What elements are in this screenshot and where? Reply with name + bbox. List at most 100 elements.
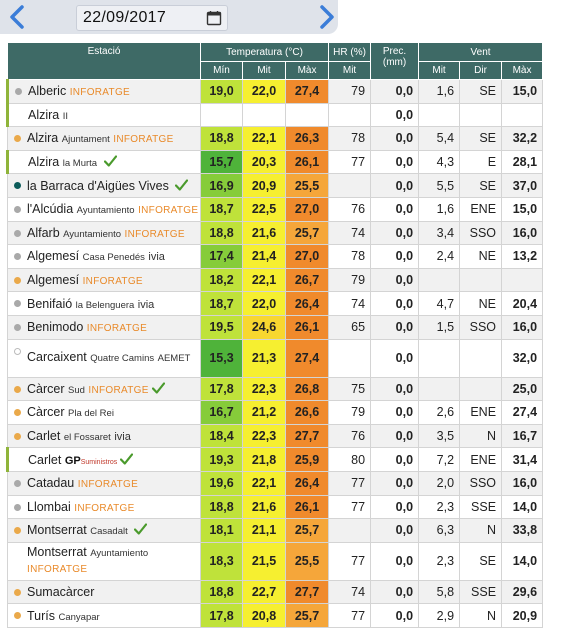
station-cell[interactable]: Benifaió la Belenguera ivia xyxy=(7,291,201,316)
table-row[interactable]: Turís Canyapar 17,8 20,8 25,7 77 0,0 2,9 N 20,9 xyxy=(7,603,544,628)
table-row[interactable]: Carlet el Fossaret ivia 18,4 22,3 27,7 76 0,0… xyxy=(7,423,544,449)
station-cell[interactable]: Alberic INFORATGE xyxy=(6,79,201,104)
header-wind-dir[interactable]: Dir xyxy=(459,61,503,80)
table-row[interactable]: la Barraca d'Aigües Vives 16,9 20,9 25,5 0,… xyxy=(7,173,544,198)
station-name[interactable]: Benimodo xyxy=(27,320,84,335)
station-cell[interactable]: Montserrat Casadalt xyxy=(7,518,201,543)
wind-dir-cell: ENE xyxy=(459,447,503,472)
station-cell[interactable]: Turís Canyapar xyxy=(7,603,201,628)
station-name[interactable]: Algemesí xyxy=(27,273,80,288)
temp-max-cell: 27,4 xyxy=(284,79,330,104)
table-row[interactable]: Montserrat Ayuntamiento INFORATGE 18,3 21,… xyxy=(7,541,544,581)
station-name[interactable]: Benifaió xyxy=(27,296,73,311)
date-input[interactable]: 22/09/2017 xyxy=(76,5,228,31)
station-cell[interactable]: Carcaixent Quatre Camins AEMET xyxy=(7,338,201,378)
header-hr-mid[interactable]: Mit xyxy=(328,61,372,80)
station-cell[interactable]: Llombai INFORATGE xyxy=(7,494,201,520)
table-row[interactable]: Sumacàrcer 18,8 22,7 27,7 74 0,0 5,8 SSE 29,6 xyxy=(7,579,544,605)
station-cell[interactable]: Alfarb Ayuntamiento INFORATGE xyxy=(7,220,201,246)
station-cell[interactable]: la Barraca d'Aigües Vives xyxy=(7,173,201,198)
temp-min-cell: 18,8 xyxy=(200,494,243,520)
table-row[interactable]: Càrcer Pla del Rei 16,7 21,2 26,6 79 0,0 2,6 E… xyxy=(7,400,544,425)
station-status-dot xyxy=(14,385,21,393)
table-row[interactable]: Alberic INFORATGE 19,0 22,0 27,4 79 0,0 1,6 SE 1… xyxy=(6,79,544,104)
station-name[interactable]: Carlet xyxy=(27,429,61,444)
header-station[interactable]: Estació xyxy=(7,42,201,80)
table-row[interactable]: Algemesí INFORATGE 18,2 22,1 26,7 79 0,0 xyxy=(7,267,544,293)
station-name[interactable]: Càrcer xyxy=(27,381,65,396)
station-name[interactable]: Turís xyxy=(27,608,56,623)
table-row[interactable]: Benimodo INFORATGE 19,5 24,6 26,1 65 0,0 1,5 SS… xyxy=(7,314,544,340)
wind-mid-cell: 2,3 xyxy=(418,541,461,581)
next-day-button[interactable] xyxy=(312,2,342,32)
header-wind-max[interactable]: Màx xyxy=(501,61,544,80)
station-name[interactable]: Alzira xyxy=(28,155,60,170)
station-cell[interactable]: l'Alcúdia Ayuntamiento INFORATGE xyxy=(7,196,201,222)
station-name[interactable]: Alfarb xyxy=(27,225,60,240)
table-row[interactable]: Benifaió la Belenguera ivia 18,7 22,0 26,4 7… xyxy=(7,291,544,316)
temp-max-cell: 26,4 xyxy=(284,470,330,496)
station-name[interactable]: Llombai xyxy=(27,499,71,514)
station-name[interactable]: Carlet xyxy=(28,452,62,467)
station-name[interactable]: Montserrat xyxy=(27,523,87,538)
wind-max-cell: 28,1 xyxy=(501,149,544,175)
station-name[interactable]: Alzira xyxy=(28,107,60,122)
station-cell[interactable]: Càrcer Pla del Rei xyxy=(7,400,201,425)
header-temp-max[interactable]: Màx xyxy=(284,61,330,80)
station-name[interactable]: Alberic xyxy=(28,84,67,99)
humidity-cell: 77 xyxy=(328,541,372,581)
station-cell[interactable]: Carlet GPSuministros xyxy=(6,447,201,472)
station-status-dot xyxy=(14,253,21,261)
temp-mid-cell: 22,7 xyxy=(242,579,286,605)
station-cell[interactable]: Sumacàrcer xyxy=(7,579,201,605)
table-row[interactable]: Llombai INFORATGE 18,8 21,6 26,1 77 0,0 2,3 SSE… xyxy=(7,494,544,520)
network-logo: INFORATGE xyxy=(27,564,88,576)
table-row[interactable]: l'Alcúdia Ayuntamiento INFORATGE 18,7 22,5… xyxy=(7,196,544,222)
station-name[interactable]: Catadau xyxy=(27,476,75,491)
calendar-icon[interactable] xyxy=(206,10,222,26)
station-cell[interactable]: Algemesí Casa Penedés ivia xyxy=(7,244,201,269)
station-status-dot xyxy=(14,612,21,620)
table-row[interactable]: Montserrat Casadalt 18,1 21,1 25,7 0,0 6,3 N 3… xyxy=(7,518,544,543)
header-wind-mid[interactable]: Mit xyxy=(418,61,461,80)
wind-mid-cell: 5,8 xyxy=(418,579,461,605)
station-cell[interactable]: Benimodo INFORATGE xyxy=(7,314,201,340)
station-cell[interactable]: Montserrat Ayuntamiento INFORATGE xyxy=(7,541,201,581)
temp-max-cell: 25,5 xyxy=(284,541,330,581)
station-name[interactable]: la Barraca d'Aigües Vives xyxy=(27,178,169,193)
wind-max-cell: 14,0 xyxy=(501,541,544,581)
table-row[interactable]: Càrcer Sud INFORATGE 17,8 22,3 26,8 75 0,0 25,… xyxy=(7,376,544,402)
station-cell[interactable]: Carlet el Fossaret ivia xyxy=(7,423,201,449)
wind-mid-cell xyxy=(418,267,461,293)
station-cell[interactable]: Algemesí INFORATGE xyxy=(7,267,201,293)
station-name[interactable]: Montserrat xyxy=(27,545,87,560)
station-cell[interactable]: Alzira II xyxy=(6,102,201,128)
table-row[interactable]: Carlet GPSuministros 19,3 21,8 25,9 80 0,0 7,2… xyxy=(6,447,544,472)
station-cell[interactable]: Catadau INFORATGE xyxy=(7,470,201,496)
precipitation-cell: 0,0 xyxy=(370,220,420,246)
previous-day-button[interactable] xyxy=(2,2,32,32)
wind-dir-cell: SSE xyxy=(459,494,503,520)
table-row[interactable]: Alzira la Murta 15,7 20,3 26,1 77 0,0 4,3 E 28,… xyxy=(6,149,544,175)
table-row[interactable]: Catadau INFORATGE 19,6 22,1 26,4 77 0,0 2,0 SSO… xyxy=(7,470,544,496)
table-row[interactable]: Alfarb Ayuntamiento INFORATGE 18,8 21,6 25,… xyxy=(7,220,544,246)
header-temp-min[interactable]: Mín xyxy=(200,61,243,80)
station-name[interactable]: Carcaixent xyxy=(27,350,87,365)
table-row[interactable]: Algemesí Casa Penedés ivia 17,4 21,4 27,0 78… xyxy=(7,244,544,269)
temp-min-cell: 18,4 xyxy=(200,423,243,449)
station-name[interactable]: Càrcer xyxy=(27,405,65,420)
station-name[interactable]: Sumacàrcer xyxy=(27,584,95,599)
table-row[interactable]: Carcaixent Quatre Camins AEMET 15,3 21,3 27… xyxy=(7,338,544,378)
station-cell[interactable]: Càrcer Sud INFORATGE xyxy=(7,376,201,402)
wind-max-cell: 16,7 xyxy=(501,423,544,449)
humidity-cell xyxy=(328,338,372,378)
temp-max-cell: 26,4 xyxy=(284,291,330,316)
station-name[interactable]: Algemesí xyxy=(27,249,80,264)
station-cell[interactable]: Alzira la Murta xyxy=(6,149,201,175)
station-cell[interactable]: Alzira Ajuntament INFORATGE xyxy=(7,126,201,151)
station-name[interactable]: Alzira xyxy=(27,131,59,146)
table-row[interactable]: Alzira II 0,0 xyxy=(6,102,544,128)
header-temp-mid[interactable]: Mit xyxy=(242,61,286,80)
table-row[interactable]: Alzira Ajuntament INFORATGE 18,8 22,1 26,3 7… xyxy=(7,126,544,151)
station-name[interactable]: l'Alcúdia xyxy=(27,202,74,217)
